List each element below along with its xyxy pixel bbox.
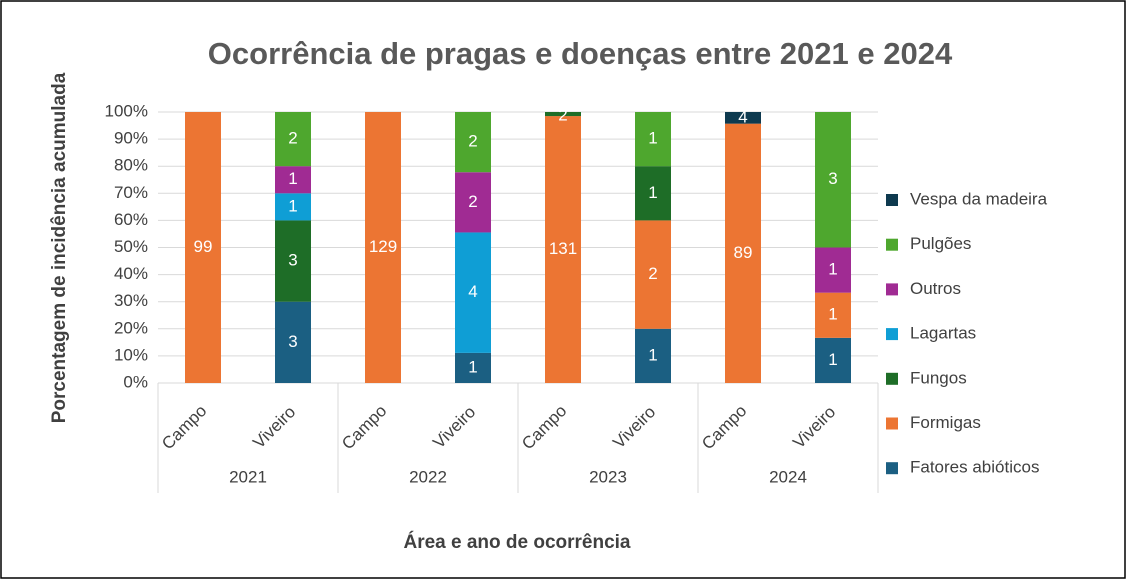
data-label: 99 <box>194 237 213 256</box>
y-tick-label: 30% <box>114 291 148 310</box>
legend-label: Pulgões <box>910 234 971 253</box>
legend-swatch <box>886 462 898 475</box>
legend-label: Outros <box>910 279 961 298</box>
bar-segment <box>275 220 311 302</box>
data-label: 3 <box>288 251 297 270</box>
y-tick-label: 20% <box>114 318 148 337</box>
data-label: 129 <box>369 237 397 256</box>
data-label: 2 <box>288 129 297 148</box>
y-tick-label: 0% <box>123 372 148 391</box>
bar-segment <box>455 172 491 233</box>
legend-swatch <box>886 372 898 385</box>
y-tick-label: 60% <box>114 210 148 229</box>
legend-label: Vespa da madeira <box>910 189 1048 208</box>
group-label: 2023 <box>589 467 627 486</box>
bar-segment <box>275 193 311 221</box>
data-label: 1 <box>828 350 837 369</box>
bar-segment <box>725 123 761 383</box>
data-label: 4 <box>738 107 747 126</box>
bar-segment <box>185 112 221 383</box>
data-label: 1 <box>828 260 837 279</box>
data-label: 2 <box>648 264 657 283</box>
legend-label: Fungos <box>910 368 967 387</box>
bar-segment <box>635 328 671 383</box>
y-tick-label: 40% <box>114 264 148 283</box>
bar-segment <box>275 301 311 383</box>
bar-segment <box>275 112 311 167</box>
bar-segment <box>365 112 401 383</box>
data-label: 1 <box>468 357 477 376</box>
bar-segment <box>455 112 491 173</box>
x-axis-title: Área e ano de ocorrência <box>403 531 630 553</box>
bar-segment <box>725 112 761 124</box>
bar-segment <box>635 220 671 329</box>
group-label: 2021 <box>229 467 267 486</box>
data-label: 1 <box>288 169 297 188</box>
legend-label: Fatores abióticos <box>910 458 1039 477</box>
bar-segment <box>635 112 671 167</box>
bar-segment <box>545 112 581 117</box>
data-label: 2 <box>468 192 477 211</box>
bar-segment <box>815 337 851 383</box>
bar-segment <box>815 112 851 248</box>
data-label: 1 <box>648 129 657 148</box>
bar-segment <box>815 247 851 293</box>
y-tick-label: 100% <box>105 101 148 120</box>
data-label: 1 <box>828 305 837 324</box>
data-label: 4 <box>468 282 477 301</box>
legend-swatch <box>886 328 898 341</box>
y-tick-label: 50% <box>114 237 148 256</box>
bar-segment <box>545 116 581 383</box>
bar-segment <box>455 352 491 383</box>
y-tick-label: 10% <box>114 345 148 364</box>
y-tick-label: 80% <box>114 156 148 175</box>
data-label: 1 <box>288 196 297 215</box>
data-label: 2 <box>558 105 567 124</box>
data-label: 3 <box>288 332 297 351</box>
data-label: 1 <box>648 345 657 364</box>
data-label: 1 <box>648 183 657 202</box>
group-label: 2024 <box>769 467 807 486</box>
y-axis-title: Porcentagem de incidência acumulada <box>49 72 70 423</box>
legend-swatch <box>886 238 898 251</box>
legend-swatch <box>886 417 898 430</box>
bar-segment <box>275 166 311 194</box>
data-label: 131 <box>549 239 577 258</box>
bar-segment <box>815 292 851 338</box>
bar-segment <box>455 232 491 353</box>
data-label: 3 <box>828 169 837 188</box>
chart-title: Ocorrência de pragas e doenças entre 202… <box>208 36 953 71</box>
legend-label: Formigas <box>910 413 981 432</box>
legend-swatch <box>886 283 898 296</box>
legend-swatch <box>886 194 898 206</box>
bar-segment <box>635 166 671 221</box>
legend-label: Lagartas <box>910 324 976 343</box>
data-label: 2 <box>468 132 477 151</box>
y-tick-label: 90% <box>114 129 148 148</box>
y-tick-label: 70% <box>114 183 148 202</box>
data-label: 89 <box>734 243 753 262</box>
group-label: 2022 <box>409 467 447 486</box>
